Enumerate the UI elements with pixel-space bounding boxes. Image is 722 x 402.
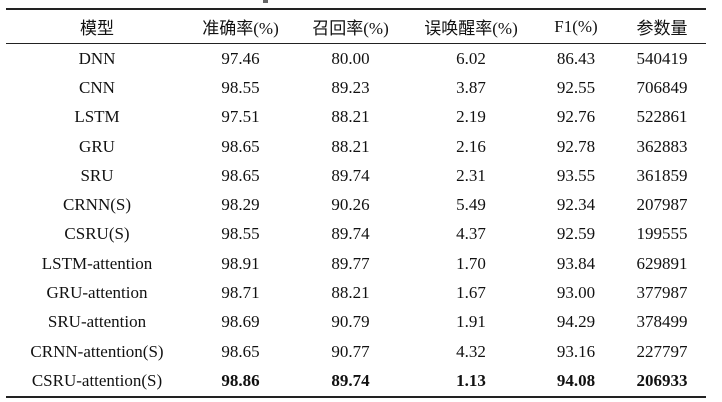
cell-false-wakeup-rate: 3.87 — [456, 77, 486, 97]
header-recall: 召回率(%) — [293, 8, 408, 44]
cell-model: DNN — [78, 48, 116, 68]
cell-params: 227797 — [636, 341, 688, 361]
cell-f1: 94.08 — [534, 366, 618, 398]
cell-f1: 92.55 — [556, 77, 596, 97]
cell-accuracy: 98.86 — [188, 366, 293, 398]
cell-model: CSRU(S) — [64, 224, 130, 244]
cell-model: GRU — [79, 136, 115, 156]
cell-recall: 89.77 — [331, 253, 370, 273]
cell-recall: 88.21 — [331, 283, 370, 303]
cell-accuracy: 98.65 — [221, 341, 260, 361]
table-row: GRU-attention 98.71 88.21 1.67 93.00 377987 — [6, 278, 706, 307]
cell-params: 522861 — [636, 107, 688, 127]
header-f1: F1(%) — [534, 8, 618, 44]
cell-false-wakeup-rate: 1.67 — [456, 283, 486, 303]
cell-f1: 93.00 — [556, 283, 596, 303]
cell-params: 378499 — [636, 312, 688, 332]
cropped-caption-fragment — [263, 0, 268, 3]
cell-model: CNN — [79, 77, 115, 97]
cell-false-wakeup-rate: 1.91 — [456, 312, 486, 332]
cell-recall: 88.21 — [331, 107, 370, 127]
cell-false-wakeup-rate: 1.13 — [408, 366, 534, 398]
cell-accuracy: 98.55 — [221, 77, 260, 97]
cell-recall: 90.79 — [331, 312, 370, 332]
table-row: SRU-attention 98.69 90.79 1.91 94.29 378499 — [6, 308, 706, 337]
cell-false-wakeup-rate: 4.32 — [456, 341, 486, 361]
cell-f1: 93.55 — [556, 165, 596, 185]
table-row: CRNN(S) 98.29 90.26 5.49 92.34 207987 — [6, 190, 706, 219]
cell-params: 629891 — [636, 253, 688, 273]
cell-recall: 90.77 — [331, 341, 370, 361]
cell-f1: 93.84 — [556, 253, 596, 273]
cell-accuracy: 98.29 — [221, 195, 260, 215]
cell-accuracy: 98.71 — [221, 283, 260, 303]
cell-false-wakeup-rate: 6.02 — [456, 48, 486, 68]
cell-params: 361859 — [636, 165, 688, 185]
model-comparison-table: 模型 准确率(%) 召回率(%) 误唤醒率(%) F1(%) 参数量 DNN 97… — [6, 8, 706, 398]
cell-accuracy: 97.46 — [221, 48, 260, 68]
cell-model: CRNN-attention(S) — [30, 341, 164, 361]
table-row: CSRU(S) 98.55 89.74 4.37 92.59 199555 — [6, 220, 706, 249]
cell-false-wakeup-rate: 4.37 — [456, 224, 486, 244]
cell-accuracy: 98.91 — [221, 253, 260, 273]
cell-f1: 92.76 — [556, 107, 596, 127]
cell-params: 207987 — [636, 195, 688, 215]
header-row: 模型 准确率(%) 召回率(%) 误唤醒率(%) F1(%) 参数量 — [6, 8, 706, 44]
cell-f1: 92.59 — [556, 224, 596, 244]
header-model: 模型 — [6, 8, 188, 44]
cell-accuracy: 98.69 — [221, 312, 260, 332]
cell-params: 706849 — [636, 77, 688, 97]
cell-false-wakeup-rate: 2.16 — [456, 136, 486, 156]
table-row: CNN 98.55 89.23 3.87 92.55 706849 — [6, 73, 706, 102]
cell-params: 377987 — [636, 283, 688, 303]
cell-accuracy: 97.51 — [221, 107, 260, 127]
cell-model: CSRU-attention(S) — [6, 366, 188, 398]
table-row: GRU 98.65 88.21 2.16 92.78 362883 — [6, 132, 706, 161]
cell-recall: 80.00 — [331, 48, 370, 68]
results-table-container: 模型 准确率(%) 召回率(%) 误唤醒率(%) F1(%) 参数量 DNN 97… — [6, 8, 706, 398]
cell-recall: 89.74 — [331, 224, 370, 244]
table-row: LSTM 97.51 88.21 2.19 92.76 522861 — [6, 103, 706, 132]
cell-recall: 89.23 — [331, 77, 370, 97]
cell-f1: 94.29 — [556, 312, 596, 332]
table-row: CSRU-attention(S) 98.86 89.74 1.13 94.08 2069… — [6, 366, 706, 398]
cell-false-wakeup-rate: 2.31 — [456, 165, 486, 185]
cell-false-wakeup-rate: 5.49 — [456, 195, 486, 215]
header-accuracy: 准确率(%) — [188, 8, 293, 44]
cell-recall: 88.21 — [331, 136, 370, 156]
cell-model: CRNN(S) — [62, 195, 131, 215]
cell-false-wakeup-rate: 1.70 — [456, 253, 486, 273]
table-header: 模型 准确率(%) 召回率(%) 误唤醒率(%) F1(%) 参数量 — [6, 8, 706, 44]
cell-params: 540419 — [636, 48, 688, 68]
cell-f1: 92.78 — [556, 136, 596, 156]
cell-f1: 92.34 — [556, 195, 596, 215]
table-row: SRU 98.65 89.74 2.31 93.55 361859 — [6, 161, 706, 190]
cell-f1: 93.16 — [556, 341, 596, 361]
table-body: DNN 97.46 80.00 6.02 86.43 540419 CNN 98.55 89.2… — [6, 44, 706, 398]
cell-accuracy: 98.65 — [221, 136, 260, 156]
table-row: CRNN-attention(S) 98.65 90.77 4.32 93.16 2277… — [6, 337, 706, 366]
cell-model: LSTM — [74, 107, 120, 127]
cell-recall: 89.74 — [293, 366, 408, 398]
table-row: DNN 97.46 80.00 6.02 86.43 540419 — [6, 44, 706, 74]
cell-model: GRU-attention — [46, 283, 148, 303]
cell-f1: 86.43 — [556, 48, 596, 68]
header-false-wakeup-rate: 误唤醒率(%) — [408, 8, 534, 44]
cell-model: SRU — [80, 165, 114, 185]
cell-recall: 90.26 — [331, 195, 370, 215]
table-row: LSTM-attention 98.91 89.77 1.70 93.84 629891 — [6, 249, 706, 278]
cell-accuracy: 98.65 — [221, 165, 260, 185]
cell-params: 199555 — [636, 224, 688, 244]
cell-params: 206933 — [618, 366, 706, 398]
cell-accuracy: 98.55 — [221, 224, 260, 244]
cell-params: 362883 — [636, 136, 688, 156]
cell-model: SRU-attention — [47, 312, 147, 332]
cell-model: LSTM-attention — [41, 253, 153, 273]
header-params: 参数量 — [618, 8, 706, 44]
cell-false-wakeup-rate: 2.19 — [456, 107, 486, 127]
cell-recall: 89.74 — [331, 165, 370, 185]
